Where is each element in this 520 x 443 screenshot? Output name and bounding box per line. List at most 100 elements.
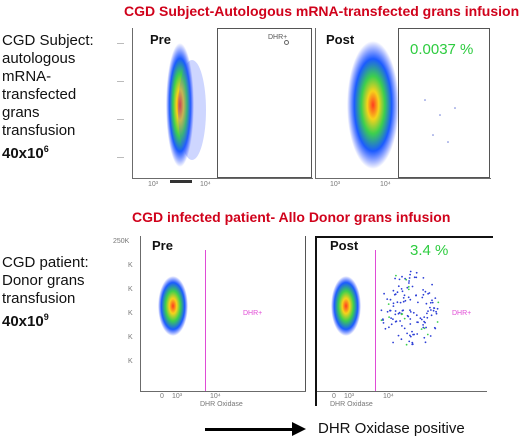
event-dot [420, 328, 423, 330]
gate-marker [284, 40, 289, 45]
event-dot [392, 305, 395, 307]
event-dot [417, 301, 419, 304]
bottom-post-percent: 3.4 % [410, 242, 449, 259]
event-dot [402, 300, 405, 303]
event-dot [390, 317, 392, 319]
y-tick: K [128, 358, 133, 365]
event-dot [422, 277, 425, 279]
bottom-row-label: CGD patient: Donor grans transfusion 40x… [2, 254, 120, 331]
event-dot [399, 301, 402, 304]
event-dot [408, 282, 410, 284]
event-dot [413, 276, 416, 279]
event-dot [411, 330, 413, 333]
bottom-post-x-axis [317, 391, 487, 392]
event-dot [412, 311, 415, 314]
event-dot [407, 285, 410, 288]
event-dot [409, 318, 412, 320]
event-dot [412, 333, 414, 336]
event-dot [415, 276, 418, 279]
label-line: transfusion [2, 290, 76, 307]
top-post-percent: 0.0037 % [410, 41, 474, 58]
event-dot [427, 292, 429, 295]
event-dot [392, 302, 395, 305]
event-dot [430, 309, 432, 311]
event-dot [434, 297, 437, 299]
event-dot [431, 283, 433, 286]
bottom-pre-plot [140, 236, 306, 392]
event-dot [429, 306, 431, 309]
top-post-plot [315, 28, 491, 179]
event-dot [434, 327, 437, 330]
event-dot [397, 285, 400, 288]
top-pre-population [166, 43, 206, 167]
dose-label: 40x109 [2, 312, 49, 330]
top-post-label: Post [326, 32, 355, 47]
event-dot [401, 309, 404, 312]
event-dot [383, 292, 385, 295]
top-pre-plot [132, 28, 313, 179]
event-dot [386, 298, 389, 300]
top-pre-gate [217, 28, 312, 178]
event-dot [409, 309, 411, 312]
event-dot [426, 312, 428, 315]
top-post-scatter [424, 99, 456, 143]
event-dot [431, 299, 433, 302]
x-axis-label: DHR Oxidase [330, 401, 373, 408]
event-dot [435, 310, 437, 313]
event-dot [408, 277, 411, 279]
x-tick: 10³ [148, 181, 159, 188]
event-dot [398, 278, 401, 281]
event-dot [396, 291, 399, 294]
x-tick: 0 [160, 393, 164, 400]
event-dot [404, 299, 407, 302]
y-tick: — [117, 40, 124, 47]
event-dot [403, 327, 406, 330]
y-tick: K [128, 310, 133, 317]
bottom-pre-label: Pre [152, 238, 173, 253]
x-tick: 10³ [172, 393, 183, 400]
event-dot [436, 321, 439, 323]
y-tick: — [117, 154, 124, 161]
event-dot [405, 343, 408, 346]
event-dot [389, 309, 391, 312]
event-dot [423, 316, 426, 318]
event-dot [437, 301, 440, 304]
event-dot [419, 317, 422, 320]
event-dot [426, 333, 429, 336]
label-line: CGD patient: [2, 254, 89, 271]
event-dot [401, 313, 404, 315]
event-dot [406, 286, 409, 289]
x-tick: 10⁴ [200, 181, 211, 188]
bottom-pre-gate-line [205, 250, 206, 391]
event-dot [388, 316, 390, 318]
event-dot [394, 310, 397, 312]
event-dot [400, 288, 403, 290]
event-dot [409, 298, 412, 301]
event-dot [406, 332, 408, 335]
event-dot [406, 314, 409, 317]
event-dot [422, 289, 424, 291]
event-dot [416, 333, 419, 335]
y-tick: K [128, 286, 133, 293]
event-dot [394, 313, 397, 316]
x-axis-label: DHR Oxidase [200, 401, 243, 408]
event-dot [431, 301, 434, 304]
x-tick: 10⁴ [383, 393, 394, 400]
event-dot [421, 296, 424, 299]
event-dot [409, 334, 411, 337]
event-dot [415, 271, 418, 274]
event-dot [394, 277, 396, 280]
event-dot [429, 301, 432, 304]
dose-label: 40x106 [2, 144, 49, 162]
event-dot [409, 273, 411, 276]
event-dot [390, 323, 393, 326]
x-tick: 10³ [330, 181, 341, 188]
event-dot [397, 312, 400, 315]
top-post-population [347, 41, 399, 169]
label-line: transfusion [2, 122, 76, 139]
event-dot [396, 301, 399, 304]
event-dot [394, 320, 397, 323]
event-dot [429, 335, 432, 337]
event-dot [433, 307, 436, 309]
event-dot [394, 293, 397, 296]
